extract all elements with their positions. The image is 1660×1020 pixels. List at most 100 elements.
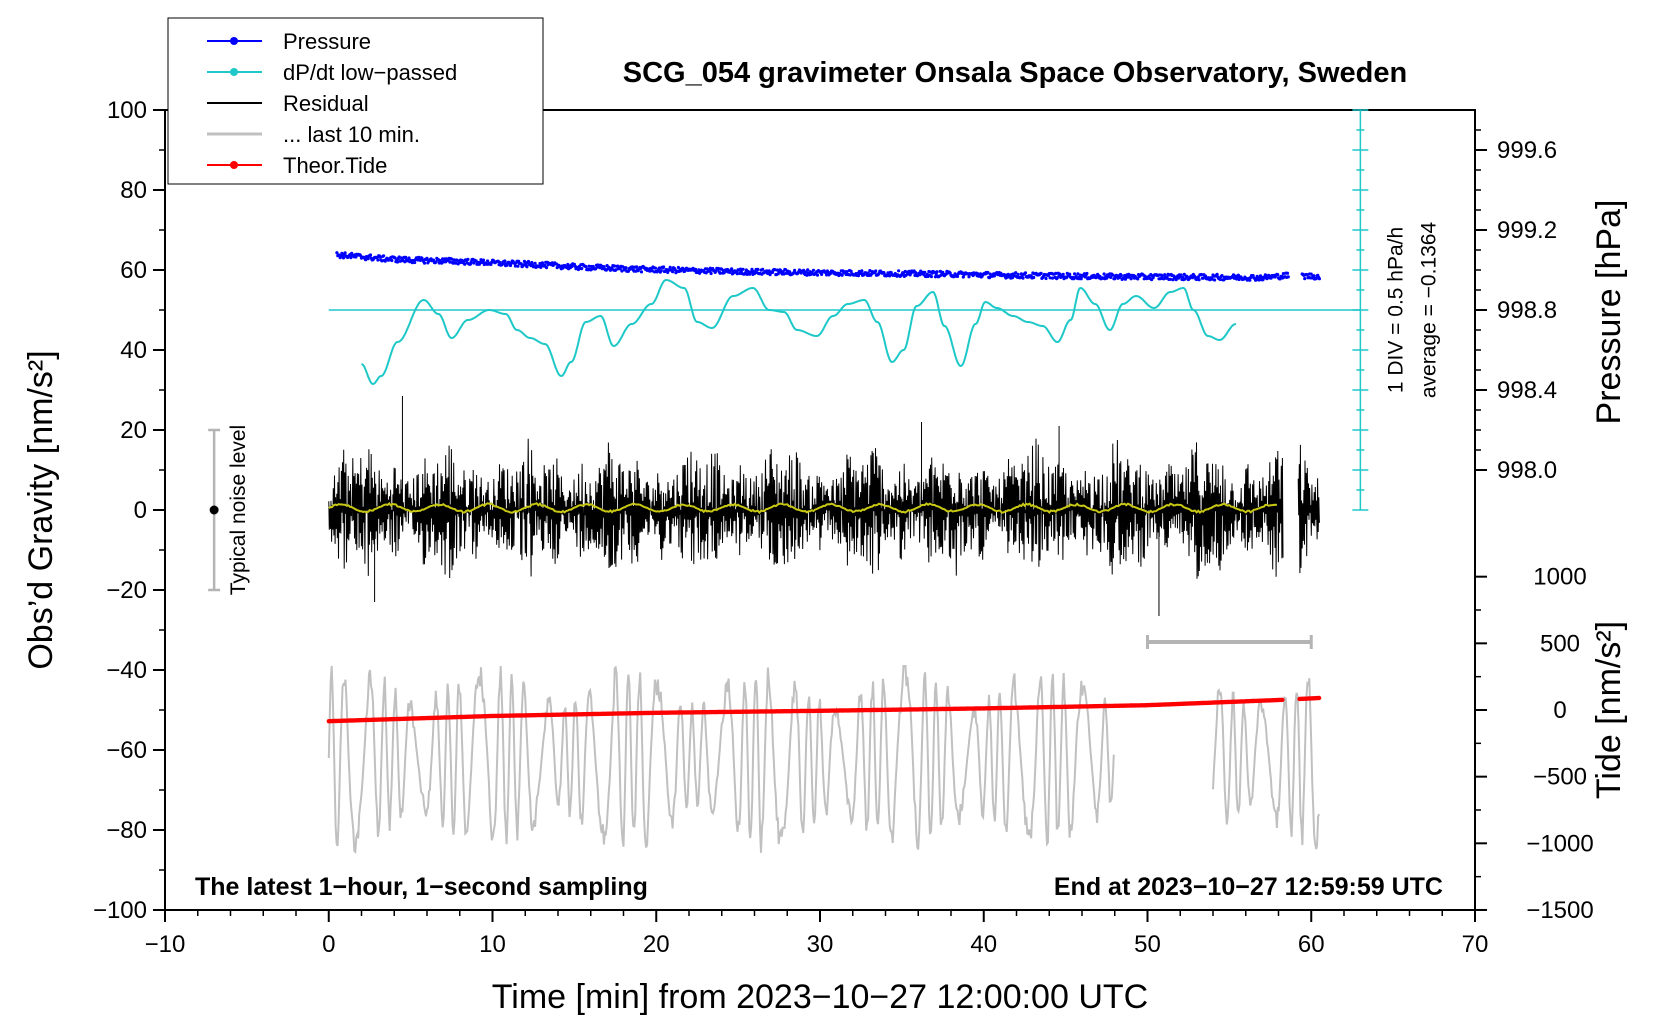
y-tick-label: 100 xyxy=(107,97,147,124)
pressure-point xyxy=(503,259,507,263)
y-tick-label: 40 xyxy=(120,337,147,364)
pressure-point xyxy=(390,258,394,263)
legend: Pressure dP/dt low−passed Residual ... last… xyxy=(167,17,544,185)
pressure-point xyxy=(1276,273,1280,277)
pressure-point xyxy=(630,265,635,269)
div-scale-label: 1 DIV = 0.5 hPa/h xyxy=(1384,227,1407,393)
pressure-point xyxy=(1061,272,1065,276)
pressure-point xyxy=(1044,276,1048,281)
pressure-point xyxy=(788,270,792,274)
y-axis-tide: −1500 −1000 −500 0 500 1000 xyxy=(1475,564,1594,924)
residual-line xyxy=(328,438,1284,579)
pressure-tick-label: 998.4 xyxy=(1497,377,1557,404)
pressure-point xyxy=(378,255,382,259)
pressure-point xyxy=(707,269,712,273)
pressure-point xyxy=(1073,272,1077,276)
pressure-point xyxy=(735,272,739,276)
pressure-point xyxy=(1218,277,1222,282)
pressure-point xyxy=(366,257,370,261)
pressure-point xyxy=(750,267,754,271)
dpdt-line xyxy=(361,279,1237,386)
legend-label: Pressure xyxy=(283,29,371,54)
tide-point xyxy=(1280,697,1285,702)
x-tick-label: 70 xyxy=(1462,931,1489,958)
pressure-point xyxy=(1019,272,1024,276)
pressure-point xyxy=(1213,278,1217,282)
y-tick-label: −40 xyxy=(106,657,147,684)
pressure-point xyxy=(380,259,384,263)
legend-swatch-dot xyxy=(230,68,238,76)
legend-label: Residual xyxy=(283,91,369,116)
tide-tick-label: 500 xyxy=(1540,630,1580,657)
last-10-min-line xyxy=(327,665,1115,854)
pressure-point xyxy=(934,272,938,276)
pressure-point xyxy=(450,257,454,261)
pressure-point xyxy=(860,269,864,273)
x-tick-label: 60 xyxy=(1298,931,1325,958)
pressure-point xyxy=(1160,274,1164,278)
pressure-point xyxy=(466,257,470,261)
y-tick-label: −20 xyxy=(106,577,147,604)
pressure-point xyxy=(849,269,853,273)
series-layer xyxy=(326,109,1369,854)
pressure-point xyxy=(662,265,666,269)
pressure-point xyxy=(650,269,654,273)
pressure-point xyxy=(382,254,386,258)
y-tick-label: −60 xyxy=(106,737,147,764)
legend-swatch-dot xyxy=(230,161,238,169)
pressure-point xyxy=(1054,271,1058,275)
pressure-point xyxy=(815,273,820,277)
y-tick-label: −80 xyxy=(106,817,147,844)
y-axis-label-left: Obs’d Gravity [nm/s²] xyxy=(22,350,60,669)
pressure-point xyxy=(1039,271,1043,275)
y-tick-label: 20 xyxy=(120,417,147,444)
pressure-point xyxy=(516,264,520,268)
pressure-point xyxy=(620,269,624,273)
pressure-point xyxy=(486,259,490,263)
pressure-point xyxy=(709,271,713,276)
pressure-point xyxy=(840,273,844,277)
pressure-point xyxy=(1111,273,1115,277)
pressure-point xyxy=(624,266,628,270)
pressure-point xyxy=(340,251,344,255)
pressure-point xyxy=(671,270,675,274)
pressure-point xyxy=(1165,275,1169,279)
pressure-point xyxy=(856,274,861,278)
sampling-note: The latest 1−hour, 1−second sampling xyxy=(195,873,648,901)
pressure-point xyxy=(431,258,436,262)
pressure-point xyxy=(1220,274,1224,278)
y-tick-label: 60 xyxy=(120,257,147,284)
pressure-point xyxy=(1314,277,1318,281)
pressure-point xyxy=(479,258,483,262)
pressure-point xyxy=(587,264,591,268)
y-tick-label: 80 xyxy=(120,177,147,204)
pressure-point xyxy=(955,274,960,278)
residual-line-tail xyxy=(1297,444,1320,574)
pressure-point xyxy=(739,267,743,271)
pressure-point xyxy=(1281,272,1285,276)
pressure-point xyxy=(349,256,353,260)
pressure-point xyxy=(1079,277,1083,281)
pressure-point xyxy=(397,255,401,259)
tide-tick-label: −500 xyxy=(1533,764,1587,791)
pressure-point xyxy=(1021,276,1025,280)
noise-bar-center xyxy=(209,505,219,515)
pressure-point xyxy=(1204,274,1208,278)
pressure-point xyxy=(820,272,824,276)
pressure-point xyxy=(933,275,938,279)
tide-tick-label: −1500 xyxy=(1526,897,1593,924)
pressure-point xyxy=(639,270,644,274)
pressure-point xyxy=(1032,275,1036,280)
pressure-point xyxy=(1278,277,1282,281)
pressure-point xyxy=(513,264,518,268)
pressure-point xyxy=(444,260,448,264)
pressure-point xyxy=(395,260,400,264)
pressure-point xyxy=(525,265,529,269)
pressure-point xyxy=(544,266,549,270)
y-axis-pressure: 998.0 998.4 998.8 999.2 999.6 xyxy=(1475,129,1557,484)
pressure-point xyxy=(1085,271,1089,276)
pressure-point xyxy=(543,263,547,267)
x-axis-label: Time [min] from 2023−10−27 12:00:00 UTC xyxy=(492,978,1148,1016)
tide-tick-label: −1000 xyxy=(1526,830,1593,857)
pressure-point xyxy=(806,268,810,272)
